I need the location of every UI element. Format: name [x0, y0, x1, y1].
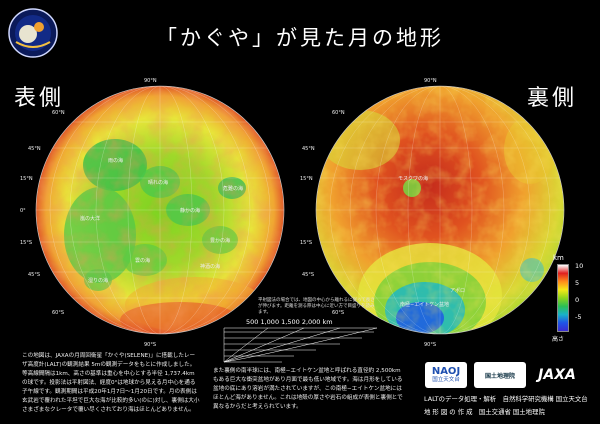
legend-tick-0: 0 [575, 296, 580, 304]
credit-map-creation: 地 形 図 の 作 成 国土交通省 国土地理院 [424, 408, 545, 416]
far-tick-90n: 90°N [424, 78, 437, 84]
naoj-logo-bottom: 国立天文台 [432, 377, 460, 383]
far-region-3: アポロ [450, 287, 465, 294]
description-left: この地図は、JAXAの月周回衛星「かぐや(SELENE)」に搭載したレーザ高度計… [22, 353, 200, 413]
far-lat-9: 60°S [332, 310, 344, 316]
near-region-3: 静かの海 [180, 207, 200, 214]
far-lat-8: 45°S [302, 272, 314, 278]
far-region-1: モスクワの海 [398, 175, 428, 182]
near-lat-1: 60°N [52, 110, 65, 116]
credit-data-processing: LALTのデータ処理・解析 自然科学研究機構 国立天文台 [424, 395, 588, 403]
far-side-label: 裏側 [527, 86, 578, 111]
legend-low-label: 高さ [552, 336, 565, 343]
near-region-7: 神酒の海 [200, 263, 220, 270]
far-tick-90s: 90°S [424, 342, 436, 348]
near-region-2: 晴れの海 [148, 179, 168, 186]
description-right: また裏側の南半球には、南極−エイトケン盆地と呼ばれる直径約 2,500km もあ… [213, 368, 403, 410]
scale-bar [222, 326, 382, 370]
mission-badge-logo [8, 8, 58, 58]
near-side-globe: 90°N 0° 90°S 雨の海 晴れの海 静かの海 危難の海 豊かの海 嵐の大… [20, 70, 300, 350]
naoj-logo: NAOJ 国立天文台 [425, 362, 467, 388]
far-region-2: 南極−エイトケン盆地 [400, 301, 449, 308]
far-side-globe: 90°N 90°S モスクワの海 南極−エイトケン盆地 アポロ 60°N 45°… [300, 70, 580, 350]
near-tick-90n: 90°N [144, 78, 157, 84]
near-lat-6: 15°S [20, 240, 32, 246]
near-region-8: 湿りの海 [88, 277, 108, 284]
near-lat-4: 15°N [20, 176, 33, 182]
near-lat-9: 60°S [52, 310, 64, 316]
gsi-logo: 国土地理院 [474, 362, 526, 388]
page-title: 「かぐや」が見た月の地形 [156, 26, 444, 50]
near-side-label: 表側 [14, 86, 65, 111]
legend-tick-minus5: -5 [575, 313, 582, 321]
scale-label: 500 1,000 1,500 2,000 km [246, 318, 333, 326]
height-legend-bar [557, 264, 569, 332]
jaxa-logo: JAXA [538, 367, 576, 383]
far-lat-6: 15°S [300, 240, 312, 246]
near-tick-0: 0° [20, 208, 26, 214]
near-side-map: 90°N 0° 90°S 雨の海 晴れの海 静かの海 危難の海 豊かの海 嵐の大… [20, 78, 285, 348]
near-lat-8: 45°S [28, 272, 40, 278]
near-region-9: 雲の海 [135, 257, 150, 264]
legend-tick-10: 10 [575, 262, 584, 270]
near-region-1: 雨の海 [108, 157, 123, 164]
far-lat-2: 45°N [302, 146, 315, 152]
far-side-map: 90°N 90°S モスクワの海 南極−エイトケン盆地 アポロ 60°N 45°… [300, 78, 565, 348]
far-lat-4: 15°N [300, 176, 313, 182]
near-region-4: 危難の海 [223, 185, 243, 192]
legend-unit: km [553, 254, 564, 262]
naoj-logo-top: NAOJ [431, 366, 461, 377]
near-region-6: 嵐の大洋 [80, 215, 100, 222]
near-lat-2: 45°N [28, 146, 41, 152]
near-tick-90s: 90°S [144, 342, 156, 348]
legend-tick-5: 5 [575, 279, 580, 287]
far-lat-1: 60°N [332, 110, 345, 116]
scale-note: 平射図法の場合では、地図の中心から離れるに従って長さが伸びます。距離を測る際は中… [258, 298, 375, 315]
near-region-5: 豊かの海 [210, 237, 230, 244]
